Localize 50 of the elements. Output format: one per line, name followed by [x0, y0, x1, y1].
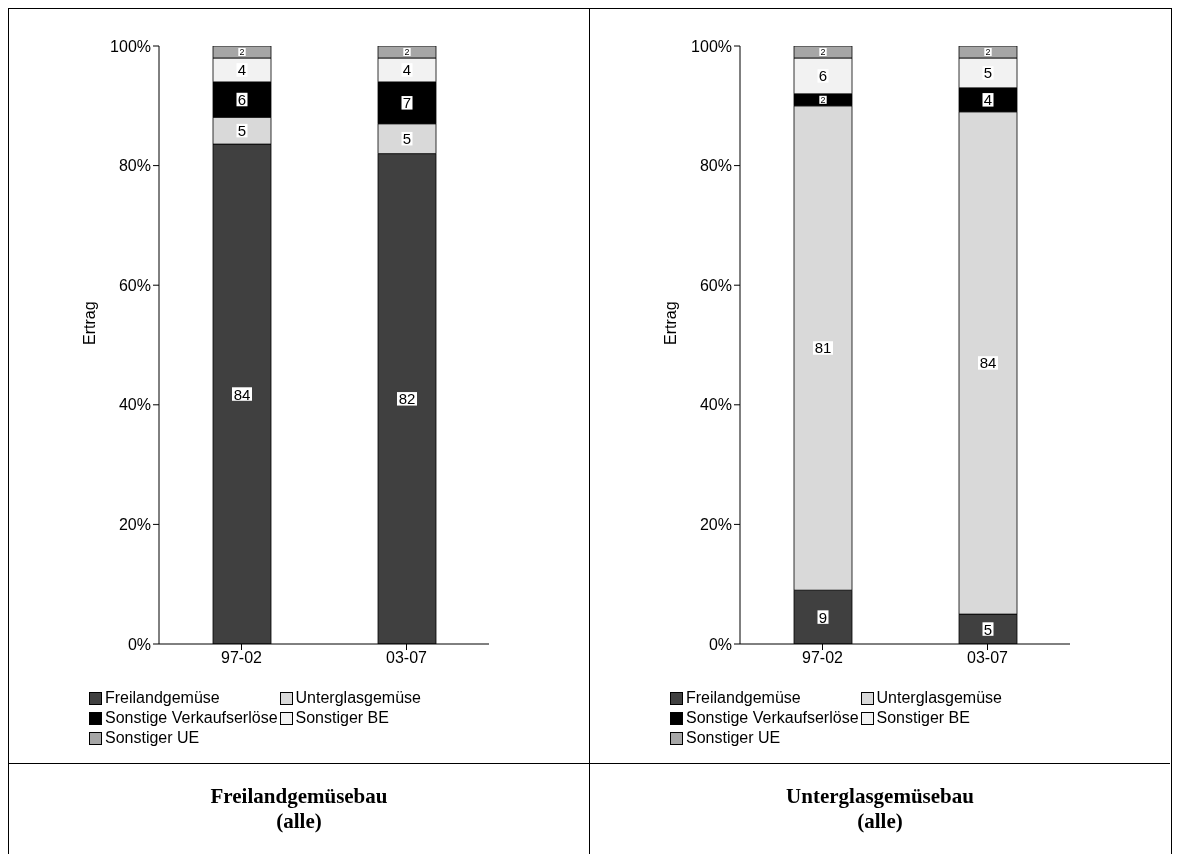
data-label: 2	[239, 46, 245, 57]
legend-label: Sonstige Verkaufserlöse	[686, 709, 859, 727]
data-label: 2	[985, 46, 991, 57]
x-tick-label: 97-02	[221, 649, 263, 667]
y-tick-label: 20%	[699, 516, 732, 534]
y-axis-title: Ertrag	[661, 301, 679, 345]
data-label: 4	[402, 61, 412, 79]
data-label: 81	[814, 339, 832, 357]
y-tick-label: 0%	[127, 635, 151, 653]
x-tick-label: 03-07	[967, 649, 1009, 667]
text: Unterglasgemüsebau (alle)	[785, 784, 975, 834]
data-label: 5	[983, 64, 993, 82]
data-label: 7	[402, 94, 412, 112]
legend-label: Sonstige Verkaufserlöse	[105, 709, 278, 727]
legend-label: Unterglasgemüse	[295, 689, 421, 707]
data-label: 2	[820, 46, 826, 57]
data-label: 84	[233, 385, 251, 403]
y-tick-label: 40%	[118, 396, 151, 414]
text: Freilandgemüsebau (alle)	[209, 784, 389, 834]
y-tick-label: 100%	[110, 37, 151, 55]
data-label: 4	[237, 61, 247, 79]
data-label: 4	[983, 91, 993, 109]
data-label: 5	[237, 122, 247, 140]
y-tick-label: 20%	[118, 516, 151, 534]
data-label: 2	[820, 94, 826, 105]
y-tick-label: 60%	[118, 276, 151, 294]
data-label: 2	[404, 46, 410, 57]
data-label: 9	[818, 608, 828, 626]
legend-label: Freilandgemüse	[686, 689, 801, 707]
legend-label: Sonstiger UE	[686, 729, 781, 747]
y-tick-label: 60%	[699, 276, 732, 294]
legend-label: Freilandgemüse	[105, 689, 220, 707]
data-label: 5	[402, 130, 412, 148]
y-tick-label: 80%	[118, 157, 151, 175]
data-label: 5	[983, 620, 993, 638]
y-tick-label: 100%	[691, 37, 732, 55]
y-tick-label: 80%	[699, 157, 732, 175]
legend-label: Sonstiger BE	[876, 709, 970, 727]
x-tick-label: 97-02	[802, 649, 844, 667]
legend-label: Unterglasgemüse	[876, 689, 1002, 707]
legend-label: Sonstiger BE	[295, 709, 389, 727]
data-label: 6	[818, 67, 828, 85]
x-tick-label: 03-07	[386, 649, 428, 667]
legend-label: Sonstiger UE	[105, 729, 200, 747]
y-tick-label: 0%	[708, 635, 732, 653]
y-tick-label: 40%	[699, 396, 732, 414]
data-label: 6	[237, 91, 247, 109]
data-label: 84	[979, 354, 997, 372]
data-label: 82	[398, 390, 416, 408]
y-axis-title: Ertrag	[80, 301, 98, 345]
